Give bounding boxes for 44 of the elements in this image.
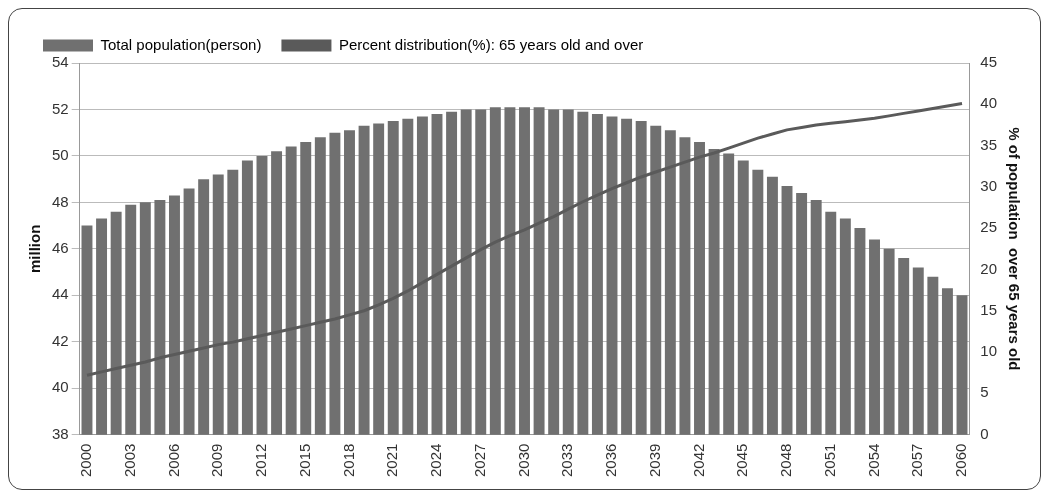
x-tick-label: 2003 [120, 443, 138, 478]
x-tick-label: 2033 [558, 443, 576, 478]
y2-tick-label: 15 [980, 300, 997, 318]
x-tick-label: 2045 [733, 443, 751, 478]
y2-tick-label: 5 [980, 383, 989, 401]
x-tick-label: 2054 [864, 443, 882, 478]
y-tick-label: 48 [52, 192, 69, 210]
y-tick-label: 38 [52, 424, 69, 442]
y2-tick-label: 35 [980, 135, 997, 153]
x-tick-label: 2018 [339, 443, 357, 478]
x-tick-label: 2012 [252, 443, 270, 478]
y2-tick-label: 20 [980, 259, 997, 277]
y-tick-label: 40 [52, 378, 69, 396]
y-axis-title: million [26, 224, 44, 273]
x-tick-label: 2060 [952, 443, 970, 478]
y2-tick-label: 40 [980, 94, 997, 112]
x-tick-label: 2024 [427, 443, 445, 478]
x-tick-label: 2027 [470, 443, 488, 478]
x-tick-label: 2009 [208, 443, 226, 478]
y-tick-label: 50 [52, 146, 69, 164]
x-tick-label: 2006 [164, 443, 182, 478]
y2-tick-label: 0 [980, 424, 989, 442]
x-tick-label: 2000 [77, 443, 95, 478]
x-tick-label: 2039 [645, 443, 663, 478]
legend-label: Percent distribution(%): 65 years old and over [338, 35, 644, 53]
y-tick-label: 52 [52, 99, 69, 117]
y-tick-label: 54 [52, 53, 69, 71]
y-tick-label: 46 [52, 238, 69, 256]
x-tick-label: 2021 [383, 443, 401, 478]
x-tick-label: 2048 [777, 443, 795, 478]
y-tick-label: 42 [52, 331, 69, 349]
x-tick-label: 2015 [295, 443, 313, 478]
y2-tick-label: 45 [980, 53, 997, 71]
y2-tick-label: 30 [980, 177, 997, 195]
x-tick-label: 2036 [602, 443, 620, 478]
y2-axis-title: % of population over 65 years old [1005, 127, 1023, 371]
x-tick-label: 2051 [820, 443, 838, 478]
x-tick-label: 2057 [908, 443, 926, 478]
x-tick-label: 2042 [689, 443, 707, 478]
y-tick-label: 44 [52, 285, 69, 303]
x-tick-label: 2030 [514, 443, 532, 478]
y2-tick-label: 10 [980, 342, 997, 360]
y2-tick-label: 25 [980, 218, 997, 236]
legend-label: Total population(person) [100, 35, 262, 53]
